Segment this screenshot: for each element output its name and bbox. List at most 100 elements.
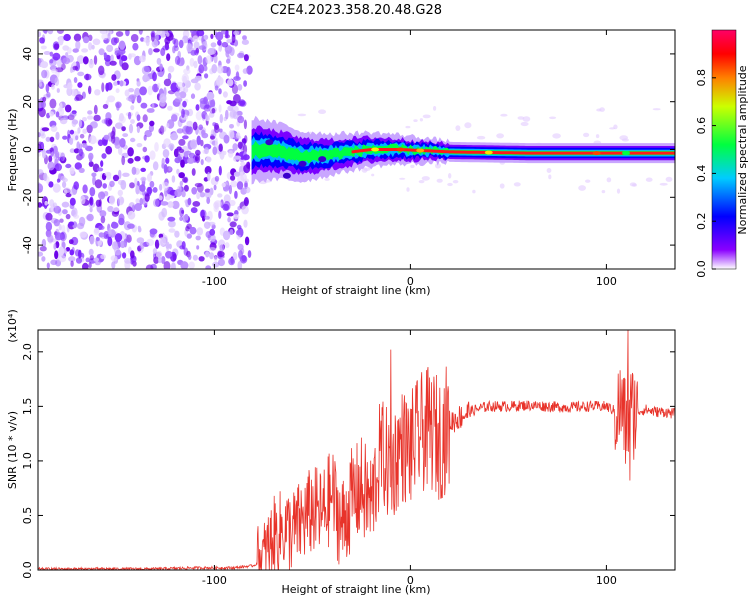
noise-blob [244, 186, 251, 194]
faint-spot [419, 118, 423, 122]
noise-blob [201, 129, 206, 136]
noise-blob [87, 110, 93, 115]
noise-blob [89, 255, 95, 261]
noise-blob [233, 135, 242, 140]
noise-blob [227, 216, 231, 223]
noise-blob [200, 159, 204, 166]
noise-blob [228, 150, 234, 158]
noise-blob [67, 47, 72, 54]
noise-blob [234, 190, 238, 199]
noise-blob [168, 228, 176, 233]
noise-blob [190, 93, 196, 99]
noise-blob [195, 111, 203, 121]
noise-blob [165, 251, 173, 259]
noise-blob [187, 254, 192, 260]
noise-blob [145, 264, 154, 269]
noise-blob [128, 123, 134, 134]
noise-blob [95, 199, 102, 207]
noise-blob [186, 223, 192, 230]
noise-blob [85, 73, 89, 81]
noise-blob [144, 155, 150, 163]
noise-blob [134, 156, 141, 162]
noise-blob [212, 146, 218, 156]
noise-blob [186, 43, 193, 53]
noise-blob [103, 134, 110, 140]
noise-blob [87, 115, 94, 120]
colorbar-ticks: 0.0 0.2 0.4 0.6 0.8 [695, 69, 716, 278]
noise-blob [122, 172, 130, 177]
noise-blob [127, 157, 134, 164]
noise-blob [50, 259, 58, 266]
noise-blob [49, 136, 55, 143]
faint-spot [405, 125, 411, 129]
noise-blob [54, 77, 60, 86]
noise-blob [52, 202, 58, 209]
noise-blob [186, 120, 193, 127]
noise-blob [56, 58, 63, 68]
noise-blob [225, 50, 230, 58]
noise-blob [205, 55, 213, 64]
noise-blob [110, 135, 116, 144]
noise-blob [89, 121, 98, 129]
spectrogram-x-tick-label: -100 [202, 275, 227, 288]
snr-x-tick-label: -100 [202, 574, 227, 587]
signal-hotspot-1 [371, 147, 380, 152]
noise-blob [75, 257, 83, 264]
noise-blob [38, 107, 46, 118]
noise-blob [134, 203, 142, 211]
noise-blob [242, 35, 247, 41]
noise-blob [181, 108, 185, 119]
noise-blob [244, 135, 248, 144]
noise-blob [41, 149, 47, 159]
noise-blob [56, 88, 60, 93]
noise-blob [154, 142, 159, 152]
noise-blob [139, 184, 146, 192]
noise-blob [101, 153, 107, 159]
noise-blob [161, 157, 165, 168]
noise-blob [203, 65, 208, 72]
faint-spot [324, 177, 330, 181]
noise-blob [153, 198, 160, 207]
noise-blob [45, 83, 50, 93]
noise-blob [146, 108, 155, 113]
noise-blob [130, 119, 135, 124]
noise-blob [182, 177, 188, 183]
noise-blob [98, 225, 105, 230]
noise-blob [226, 212, 234, 217]
noise-blob [68, 221, 75, 226]
noise-blob [62, 57, 71, 65]
colorbar-tick-label: 0.8 [695, 69, 708, 87]
noise-blob [115, 31, 124, 37]
noise-blob [89, 135, 97, 145]
noise-blob [140, 37, 145, 42]
noise-blob [235, 229, 242, 236]
noise-blob [218, 143, 223, 152]
noise-blob [62, 135, 68, 140]
noise-blob [113, 81, 118, 86]
noise-blob [225, 109, 229, 120]
noise-blob [67, 82, 73, 90]
noise-blob [212, 122, 217, 127]
noise-blob [182, 75, 188, 84]
noise-blob [198, 124, 203, 131]
faint-spot [421, 176, 430, 181]
noise-blob [237, 243, 244, 251]
noise-blob [105, 145, 113, 155]
faint-spot [455, 125, 461, 131]
noise-blob [182, 135, 189, 140]
noise-blob [52, 183, 61, 193]
noise-blob [104, 59, 111, 67]
noise-blob [97, 239, 102, 246]
noise-blob [69, 188, 77, 196]
noise-blob [196, 135, 201, 146]
faint-spot [616, 188, 621, 194]
noise-blob [229, 109, 237, 118]
noise-blob [94, 89, 101, 96]
noise-blob [168, 220, 176, 228]
noise-blob [126, 223, 135, 229]
noise-blob [38, 169, 44, 175]
noise-blob [242, 68, 249, 74]
noise-blob [159, 63, 163, 72]
noise-blob [48, 181, 54, 188]
noise-blob [142, 74, 149, 83]
